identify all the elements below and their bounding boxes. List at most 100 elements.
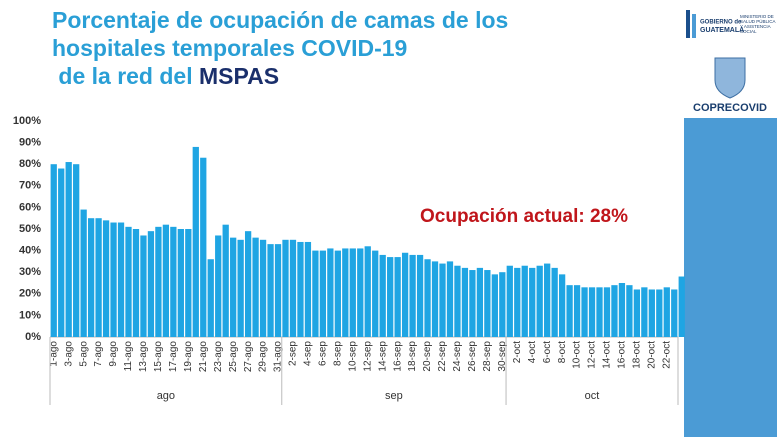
x-tick-label: 18-sep [407,341,418,372]
bar [274,244,282,337]
x-tick-label: 16-oct [617,341,628,369]
bar [461,267,469,337]
bar [491,274,498,337]
bar [401,252,409,337]
x-tick-label: 24-sep [452,341,463,372]
bar [499,272,506,337]
ministry-text: MINISTERIO DE SALUD PÚBLICA Y ASISTENCIA… [740,14,776,34]
bar [394,257,401,337]
bar [663,287,670,337]
y-tick-label: 70% [19,180,41,192]
bar [132,229,140,337]
ministry-box: MINISTERIO DE SALUD PÚBLICA Y ASISTENCIA… [740,14,776,34]
x-tick-label: 10-oct [572,341,583,369]
bar [117,222,125,337]
bar [409,254,416,337]
y-tick-label: 30% [19,266,41,278]
bar [424,259,431,337]
x-tick-label: 20-sep [422,341,433,372]
bar [603,287,611,337]
bar [349,248,356,337]
bar [267,244,274,337]
bar [558,274,566,337]
bar [327,248,334,337]
bar [387,257,394,337]
bar [334,250,341,337]
bar [244,231,252,337]
group-label: sep [385,390,403,402]
title-line: de la red del MSPAS [52,63,279,89]
bar [618,283,626,337]
bar [222,224,229,337]
bar [237,239,244,337]
bar [102,220,110,337]
bar [215,235,222,337]
x-tick-label: 29-ago [258,341,269,373]
bar [259,239,267,337]
group-label: oct [585,390,600,402]
x-tick-label: 28-sep [482,341,493,372]
x-tick-label: 6-sep [318,341,329,366]
x-tick-label: 16-sep [392,341,403,372]
x-tick-label: 17-ago [168,341,179,373]
x-tick-label: 22-sep [437,341,448,372]
x-tick-label: 1-ago [48,341,59,367]
gov-text: GUATEMALA [700,27,744,34]
bar [185,229,192,337]
x-tick-label: 31-ago [273,341,284,373]
x-tick-label: 6-oct [542,341,553,363]
x-tick-label: 27-ago [243,341,254,373]
x-tick-label: 19-ago [183,341,194,373]
bar [155,226,162,337]
bar [506,265,513,337]
y-tick-label: 100% [13,115,41,127]
annotation: Ocupación actual: 28% [420,206,628,227]
bar [446,261,454,337]
x-tick-label: 14-oct [602,341,613,369]
bar [87,218,95,337]
bar [581,287,588,337]
x-tick-label: 12-oct [587,341,598,369]
bar [484,270,491,337]
bar [521,265,528,337]
x-tick-label: 12-sep [362,341,373,372]
x-tick-label: 15-ago [153,341,164,373]
x-tick-label: 26-sep [467,341,478,372]
x-tick-label: 2-oct [512,341,523,363]
gov-text: GOBIERNO de [700,20,742,26]
y-tick-label: 90% [19,137,41,149]
bar [529,267,536,337]
y-tick-label: 0% [25,331,41,343]
x-tick-label: 22-oct [661,341,672,369]
bar [544,263,551,337]
bar [416,254,424,337]
title-line: Porcentaje de ocupación de camas de los [52,7,508,33]
bar [671,289,678,337]
bar [573,285,581,337]
x-tick-label: 10-sep [347,341,358,372]
x-tick-label: 5-ago [78,341,89,367]
x-tick-label: 23-ago [213,341,224,373]
bar [80,209,87,337]
bar [110,222,117,337]
bar [536,265,543,337]
bar [170,226,177,337]
x-tick-label: 11-ago [123,341,134,372]
bar [431,261,439,337]
bar [58,168,65,337]
x-tick-label: 13-ago [138,341,149,373]
bar [200,157,207,337]
brand: COPRECOVID [693,102,767,114]
bar [648,289,655,337]
bar [297,241,304,337]
bar [454,265,461,337]
bar [192,146,199,337]
shield [714,57,746,99]
y-tick-label: 60% [19,201,41,213]
y-tick-label: 50% [19,223,41,235]
bar [282,239,289,337]
bar [342,248,349,337]
bar [656,289,663,337]
